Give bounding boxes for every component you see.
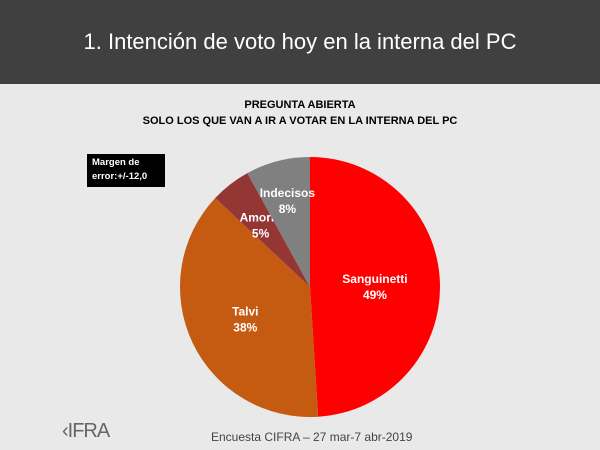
slice-value: 5% [252,226,270,240]
chart-subtitle: SOLO LOS QUE VAN A IR A VOTAR EN LA INTE… [142,115,458,127]
slice-value: 49% [363,288,387,302]
cifra-logo: ‹IFRA [62,420,110,442]
chart-title: PREGUNTA ABIERTA [244,99,356,111]
slice-value: 38% [233,320,257,334]
source-footer: Encuesta CIFRA – 27 mar-7 abr-2019 [211,430,413,444]
pie-slice-sanguinetti [310,157,440,417]
slice-value: 8% [279,202,297,216]
slice-label: Sanguinetti [342,272,407,286]
slide-title: 1. Intención de voto hoy en la interna d… [0,0,600,84]
pie-slice-talvi [180,198,319,417]
pie-slice-amorín [215,173,310,287]
margin-of-error-note: Margen de error:+/-12,0 [87,154,165,187]
slice-label: Talvi [232,304,258,318]
slice-label: Indecisos [260,186,316,200]
pie-slice-indecisos [247,157,310,287]
